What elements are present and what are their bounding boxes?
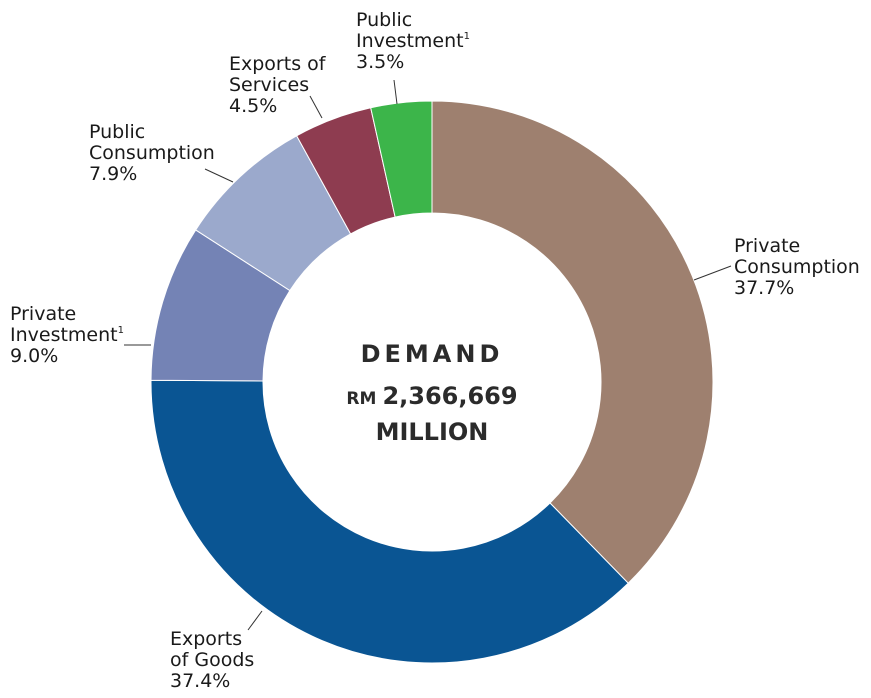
label-public-consumption: Public Consumption 7.9% [89, 121, 215, 185]
leader-private-consumption [693, 265, 732, 281]
center-unit: MILLION [375, 418, 489, 446]
label-exports-of-goods: Exports of Goods 37.4% [170, 628, 255, 692]
slice-exports-goods [150, 379, 629, 664]
leader-exports-of-goods [247, 610, 263, 631]
label-public-investment: Public Investment1 3.5% [356, 9, 470, 73]
label-private-consumption: Private Consumption 37.7% [734, 235, 860, 299]
leader-public-investment [393, 79, 398, 105]
slice-public-investment [370, 100, 433, 218]
center-amount: 2,366,669 [382, 382, 518, 410]
label-exports-of-services: Exports of Services 4.5% [229, 53, 326, 117]
label-private-investment: Private Investment1 9.0% [10, 303, 124, 367]
leader-public-consumption [204, 168, 234, 183]
leader-exports-of-services [309, 95, 323, 119]
slice-private-consumption [431, 100, 714, 584]
center-title: DEMAND [360, 340, 504, 368]
center-value: RM 2,366,669 [327, 382, 537, 410]
center-currency: RM [346, 389, 377, 409]
